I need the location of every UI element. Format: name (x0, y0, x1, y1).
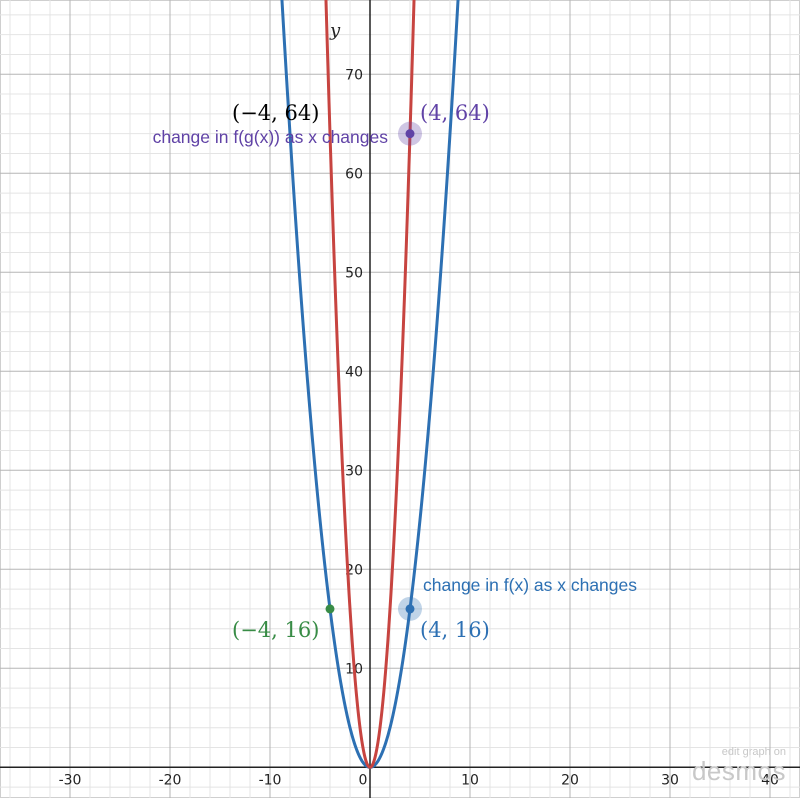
y-tick-label: 50 (345, 265, 363, 281)
x-tick-label: 20 (561, 772, 579, 788)
x-tick-label: -20 (159, 772, 182, 788)
y-axis-label: y (329, 20, 341, 41)
label-fgx-change: change in f(g(x)) as x changes (153, 127, 389, 147)
label-4-16: (4, 16) (420, 618, 490, 642)
points (325, 121, 422, 621)
label-fx-change: change in f(x) as x changes (423, 575, 637, 595)
annotations: y (−4, 64) (4, 64) change in f(g(x)) as … (153, 20, 638, 642)
y-tick-label: 20 (345, 562, 363, 578)
x-tick-label: -30 (59, 772, 82, 788)
x-tick-label: 40 (761, 772, 779, 788)
point-4-64 (405, 129, 415, 139)
label-neg4-64: (−4, 64) (232, 101, 319, 125)
x-tick-label: 10 (461, 772, 479, 788)
x-tick-label: 30 (661, 772, 679, 788)
label-4-64: (4, 64) (420, 101, 490, 125)
y-tick-label: 40 (345, 364, 363, 380)
desmos-watermark[interactable]: edit graph on desmos (691, 746, 786, 786)
y-tick-label: 70 (345, 67, 363, 83)
y-tick-label: 30 (345, 463, 363, 479)
watermark-logo-text: desmos (691, 756, 786, 786)
curve-f-of-g-of-x (324, 0, 416, 769)
curves (280, 0, 460, 769)
x-tick-label: -10 (259, 772, 282, 788)
label-neg4-16: (−4, 16) (232, 618, 319, 642)
y-tick-label: 60 (345, 166, 363, 182)
point-4-16 (405, 604, 415, 614)
x-tick-label: 0 (359, 772, 368, 788)
watermark-edit-text: edit graph on (721, 746, 786, 758)
point-neg4-16 (325, 604, 335, 614)
